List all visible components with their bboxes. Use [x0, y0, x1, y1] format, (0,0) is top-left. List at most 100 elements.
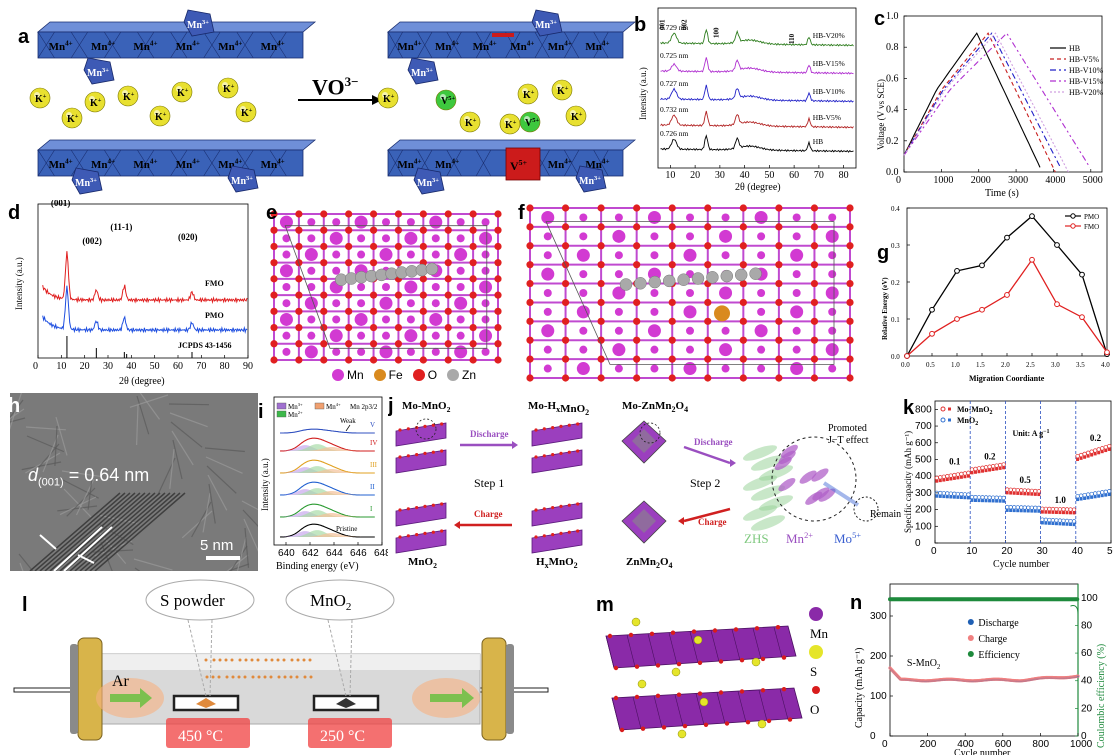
mn-atom: [304, 345, 318, 359]
mn4-label: Mn4+: [397, 158, 421, 171]
sulfur-vapor: [309, 675, 313, 679]
mn4-label: Mn4+: [49, 40, 73, 53]
x-tick-label: 4.0: [1101, 361, 1110, 369]
k-ion-label: K+: [523, 89, 535, 101]
o-atom: [597, 261, 605, 269]
o-atom: [670, 630, 676, 635]
o-atom: [526, 261, 534, 269]
legend-swatch: [373, 369, 386, 381]
charge-point: [1068, 518, 1073, 524]
lattice-fringe: [206, 465, 237, 494]
o-atom: [526, 242, 534, 250]
x-tick-label: 642: [302, 548, 319, 559]
mn-atom: [332, 218, 341, 227]
k-ion-label: K+: [223, 83, 235, 95]
mn3-label: Mn3+: [411, 67, 433, 79]
o-atom: [846, 317, 854, 325]
mn-atom: [282, 331, 291, 340]
remain-label: Remain: [870, 509, 901, 520]
o-atom: [369, 291, 378, 299]
energy-point: [1004, 292, 1010, 298]
o-atom: [668, 336, 676, 344]
gcd-curve-4: [903, 32, 1069, 173]
o-atom: [320, 356, 328, 364]
o-atom: [534, 428, 538, 432]
mn-atom: [406, 218, 415, 227]
slab-edge: [475, 149, 492, 177]
mn-atom: [357, 347, 366, 356]
panel-m: m Mn S O: [560, 578, 850, 755]
lattice-fringe: [139, 393, 160, 420]
xps-curve-2: [279, 459, 375, 474]
fit-component: [280, 444, 376, 451]
charge-point: [1005, 487, 1010, 492]
lattice-fringe: [100, 541, 113, 571]
lattice-fringe: [241, 500, 258, 511]
charge-point: [990, 464, 996, 469]
promoted-label: Promoted: [828, 423, 867, 434]
discharge-point: [991, 467, 995, 471]
sulfur-vapor: [270, 658, 274, 662]
o-atom: [640, 726, 646, 731]
charge-point: [973, 495, 978, 500]
fmo-curve: [42, 251, 248, 305]
efficiency-point: [1075, 597, 1080, 602]
o-atom: [406, 507, 410, 511]
zn-atom: [677, 273, 690, 286]
sulfur-vapor: [224, 658, 228, 662]
x-tick-label: 80: [839, 170, 849, 181]
gas-flow-arrowhead-1: [462, 688, 474, 708]
mn-atom: [543, 289, 552, 297]
o-atom: [846, 374, 854, 382]
d-spacing-label: 0.725 nm: [660, 51, 689, 60]
discharge-point: [1107, 447, 1111, 451]
sulfur-vapor: [302, 658, 306, 662]
k-ion-highlight: [504, 118, 510, 124]
o-atom: [739, 658, 745, 663]
energy-point: [1079, 314, 1085, 321]
legend-swatch: [447, 369, 460, 381]
mn4-label: Mn4+: [261, 158, 285, 171]
mn3-label: Mn3+: [231, 175, 253, 187]
mn-atom: [650, 251, 659, 260]
charge-point: [1082, 492, 1087, 498]
k-ion-highlight: [122, 90, 128, 96]
mn-atom: [456, 218, 465, 227]
k-ion-highlight: [66, 112, 72, 118]
mn-atom: [683, 362, 697, 376]
x-axis-label: Migration Coordiante: [969, 374, 1045, 383]
d-spacing-label: 0.726 nm: [660, 129, 689, 138]
o-atom: [739, 355, 747, 363]
s-atom: [671, 667, 681, 677]
legend-label: MnO2: [957, 416, 978, 427]
jt-label: J−T effect: [828, 435, 869, 446]
xrd-series-4: [660, 28, 854, 47]
k-ion-label: K+: [155, 111, 167, 123]
lattice-fringe: [170, 421, 203, 448]
mn-atom: [307, 331, 316, 340]
discharge-point: [973, 498, 977, 502]
mno6-layer: [395, 449, 447, 474]
o-atom: [704, 242, 712, 250]
sulfur-vapor: [308, 658, 312, 662]
s-atom: [751, 657, 761, 667]
charge-point: [987, 495, 992, 500]
energy-point: [1054, 301, 1060, 308]
fit-component: [280, 491, 376, 495]
discharge-point: [1100, 494, 1104, 498]
x-tick-label: 40: [740, 170, 750, 181]
mn-atom: [354, 312, 368, 326]
x-tick-label: 30: [103, 361, 113, 372]
charge-point: [962, 471, 968, 476]
charge-point: [1071, 507, 1077, 512]
sulfur-vapor: [256, 658, 260, 662]
mn4-label: Mn4+: [435, 40, 459, 53]
mn-atom: [612, 343, 626, 357]
zn-atom: [734, 268, 748, 282]
o-atom: [628, 632, 634, 638]
mn3-octahedron: [407, 57, 439, 85]
o-atom: [810, 223, 819, 231]
mn-atom: [332, 315, 341, 324]
x-tick-label: 0.5: [926, 361, 935, 369]
legend-label-O: O: [810, 702, 819, 717]
